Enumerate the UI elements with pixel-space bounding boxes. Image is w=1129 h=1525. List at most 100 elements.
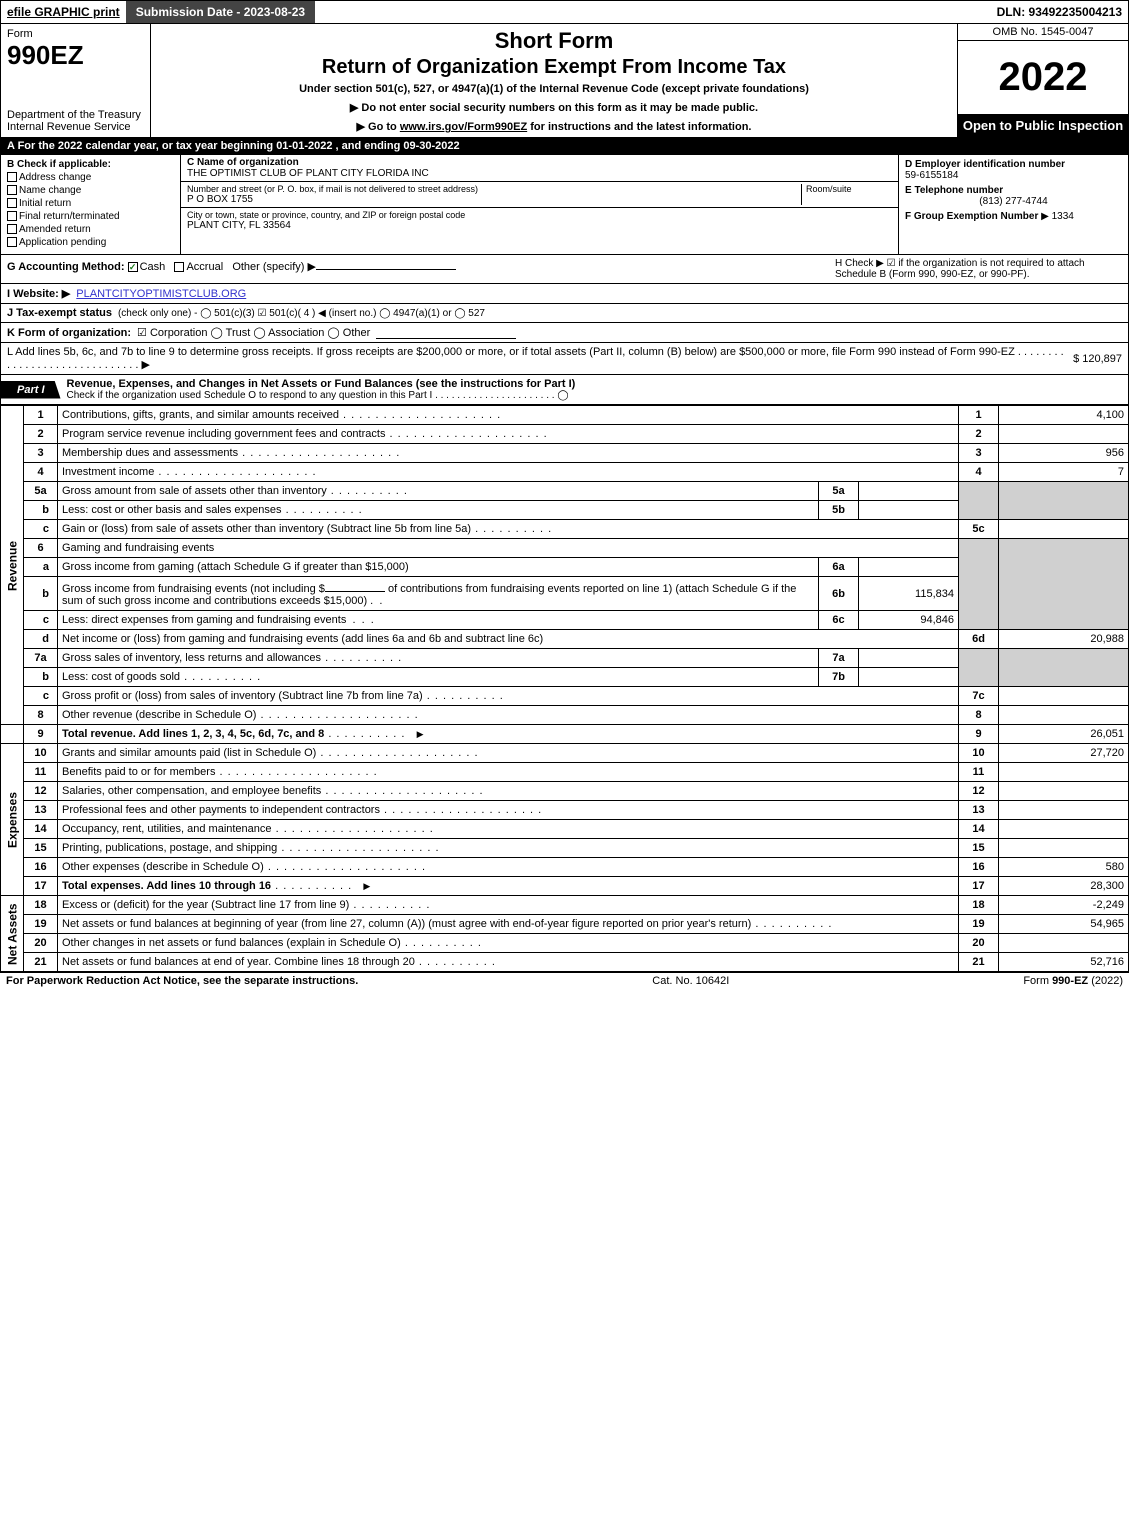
l11-desc: Benefits paid to or for members	[58, 763, 959, 782]
l18-num: 18	[24, 896, 58, 915]
l7a-num: 7a	[24, 649, 58, 668]
b-opt-address-change[interactable]: Address change	[7, 172, 174, 183]
col-def: D Employer identification number 59-6155…	[898, 155, 1128, 254]
l1-rval: 4,100	[999, 406, 1129, 425]
l1-num: 1	[24, 406, 58, 425]
header-right: OMB No. 1545-0047 2022 Open to Public In…	[958, 24, 1128, 137]
k-other-blank[interactable]	[376, 327, 516, 339]
l7a-desc: Gross sales of inventory, less returns a…	[58, 649, 819, 668]
l12-rval	[999, 782, 1129, 801]
b-opt-final-return[interactable]: Final return/terminated	[7, 211, 174, 222]
d-label: D Employer identification number	[905, 159, 1122, 170]
j-label: J Tax-exempt status	[7, 307, 112, 319]
l6c-desc: Less: direct expenses from gaming and fu…	[58, 611, 819, 630]
l3-desc: Membership dues and assessments	[58, 444, 959, 463]
d-value: 59-6155184	[905, 170, 1122, 181]
g-cash-check[interactable]	[128, 262, 138, 272]
l8-rval	[999, 706, 1129, 725]
g-other-blank[interactable]	[316, 258, 456, 270]
l2-rval	[999, 425, 1129, 444]
subtitle: Under section 501(c), 527, or 4947(a)(1)…	[299, 83, 809, 95]
l6d-desc: Net income or (loss) from gaming and fun…	[58, 630, 959, 649]
row-a-calendar-year: A For the 2022 calendar year, or tax yea…	[0, 138, 1129, 155]
l5c-rval	[999, 520, 1129, 539]
l5a-inval	[859, 482, 959, 501]
i-label: I Website: ▶	[7, 287, 70, 300]
note-goto-pre: ▶ Go to	[357, 121, 400, 133]
l12-desc: Salaries, other compensation, and employ…	[58, 782, 959, 801]
footer-cat: Cat. No. 10642I	[652, 975, 729, 987]
l9-rnum: 9	[959, 725, 999, 744]
l5b-inval	[859, 501, 959, 520]
b-opt-amended-return[interactable]: Amended return	[7, 224, 174, 235]
l17-desc: Total expenses. Add lines 10 through 16	[58, 877, 959, 896]
l15-rval	[999, 839, 1129, 858]
row-j: J Tax-exempt status (check only one) - ◯…	[0, 304, 1129, 323]
row-l: L Add lines 5b, 6c, and 7b to line 9 to …	[0, 343, 1129, 375]
side-netassets: Net Assets	[1, 896, 24, 972]
irs-link[interactable]: www.irs.gov/Form990EZ	[400, 121, 527, 133]
l16-num: 16	[24, 858, 58, 877]
l5a-innum: 5a	[819, 482, 859, 501]
top-bar: efile GRAPHIC print Submission Date - 20…	[0, 0, 1129, 24]
l4-desc: Investment income	[58, 463, 959, 482]
l9-desc: Total revenue. Add lines 1, 2, 3, 4, 5c,…	[58, 725, 959, 744]
f-value: ▶ 1334	[1041, 211, 1074, 222]
g-other: Other (specify) ▶	[232, 261, 316, 273]
l16-desc: Other expenses (describe in Schedule O)	[58, 858, 959, 877]
part1-lines-table: Revenue 1 Contributions, gifts, grants, …	[0, 405, 1129, 972]
l11-rnum: 11	[959, 763, 999, 782]
l6b-blank[interactable]	[325, 580, 385, 592]
l4-rval: 7	[999, 463, 1129, 482]
l13-rval	[999, 801, 1129, 820]
l7ab-shade	[959, 649, 999, 687]
c-name-value: THE OPTIMIST CLUB OF PLANT CITY FLORIDA …	[187, 168, 429, 179]
footer-right: Form 990-EZ (2022)	[1023, 975, 1123, 987]
form-header: Form 990EZ Department of the Treasury In…	[0, 24, 1129, 138]
l5b-desc: Less: cost or other basis and sales expe…	[58, 501, 819, 520]
l10-rval: 27,720	[999, 744, 1129, 763]
l6abc-shade	[959, 539, 999, 630]
j-rest: (check only one) - ◯ 501(c)(3) ☑ 501(c)(…	[118, 308, 485, 319]
l1-rnum: 1	[959, 406, 999, 425]
l4-num: 4	[24, 463, 58, 482]
b-opt-initial-return[interactable]: Initial return	[7, 198, 174, 209]
c-room-label: Room/suite	[806, 184, 892, 194]
l7b-desc: Less: cost of goods sold	[58, 668, 819, 687]
l14-rnum: 14	[959, 820, 999, 839]
dln: DLN: 93492235004213	[991, 3, 1128, 21]
l20-rval	[999, 934, 1129, 953]
l20-num: 20	[24, 934, 58, 953]
l6-num: 6	[24, 539, 58, 558]
title-short-form: Short Form	[495, 28, 614, 54]
b-opt-application-pending[interactable]: Application pending	[7, 237, 174, 248]
l5b-num: b	[24, 501, 58, 520]
b-opt-name-change[interactable]: Name change	[7, 185, 174, 196]
l18-rval: -2,249	[999, 896, 1129, 915]
l6a-inval	[859, 558, 959, 577]
l15-rnum: 15	[959, 839, 999, 858]
l12-rnum: 12	[959, 782, 999, 801]
l17-rval: 28,300	[999, 877, 1129, 896]
l5a-num: 5a	[24, 482, 58, 501]
l5a-desc: Gross amount from sale of assets other t…	[58, 482, 819, 501]
row-g: G Accounting Method: Cash Accrual Other …	[0, 255, 829, 284]
l3-num: 3	[24, 444, 58, 463]
l6b-inval: 115,834	[859, 577, 959, 611]
l17-rnum: 17	[959, 877, 999, 896]
l21-rval: 52,716	[999, 953, 1129, 972]
l1-desc: Contributions, gifts, grants, and simila…	[58, 406, 959, 425]
l12-num: 12	[24, 782, 58, 801]
note-ssn: ▶ Do not enter social security numbers o…	[350, 101, 758, 114]
arrow-icon	[415, 728, 426, 740]
l-amount: $ 120,897	[1073, 353, 1122, 365]
part1-header: Part I Revenue, Expenses, and Changes in…	[0, 375, 1129, 405]
i-website-link[interactable]: PLANTCITYOPTIMISTCLUB.ORG	[76, 288, 246, 300]
col-b: B Check if applicable: Address change Na…	[1, 155, 181, 254]
l14-desc: Occupancy, rent, utilities, and maintena…	[58, 820, 959, 839]
l13-rnum: 13	[959, 801, 999, 820]
g-accrual-check[interactable]	[174, 262, 184, 272]
efile-print-link[interactable]: efile GRAPHIC print	[1, 3, 126, 21]
g-cash: Cash	[140, 261, 166, 273]
l10-rnum: 10	[959, 744, 999, 763]
